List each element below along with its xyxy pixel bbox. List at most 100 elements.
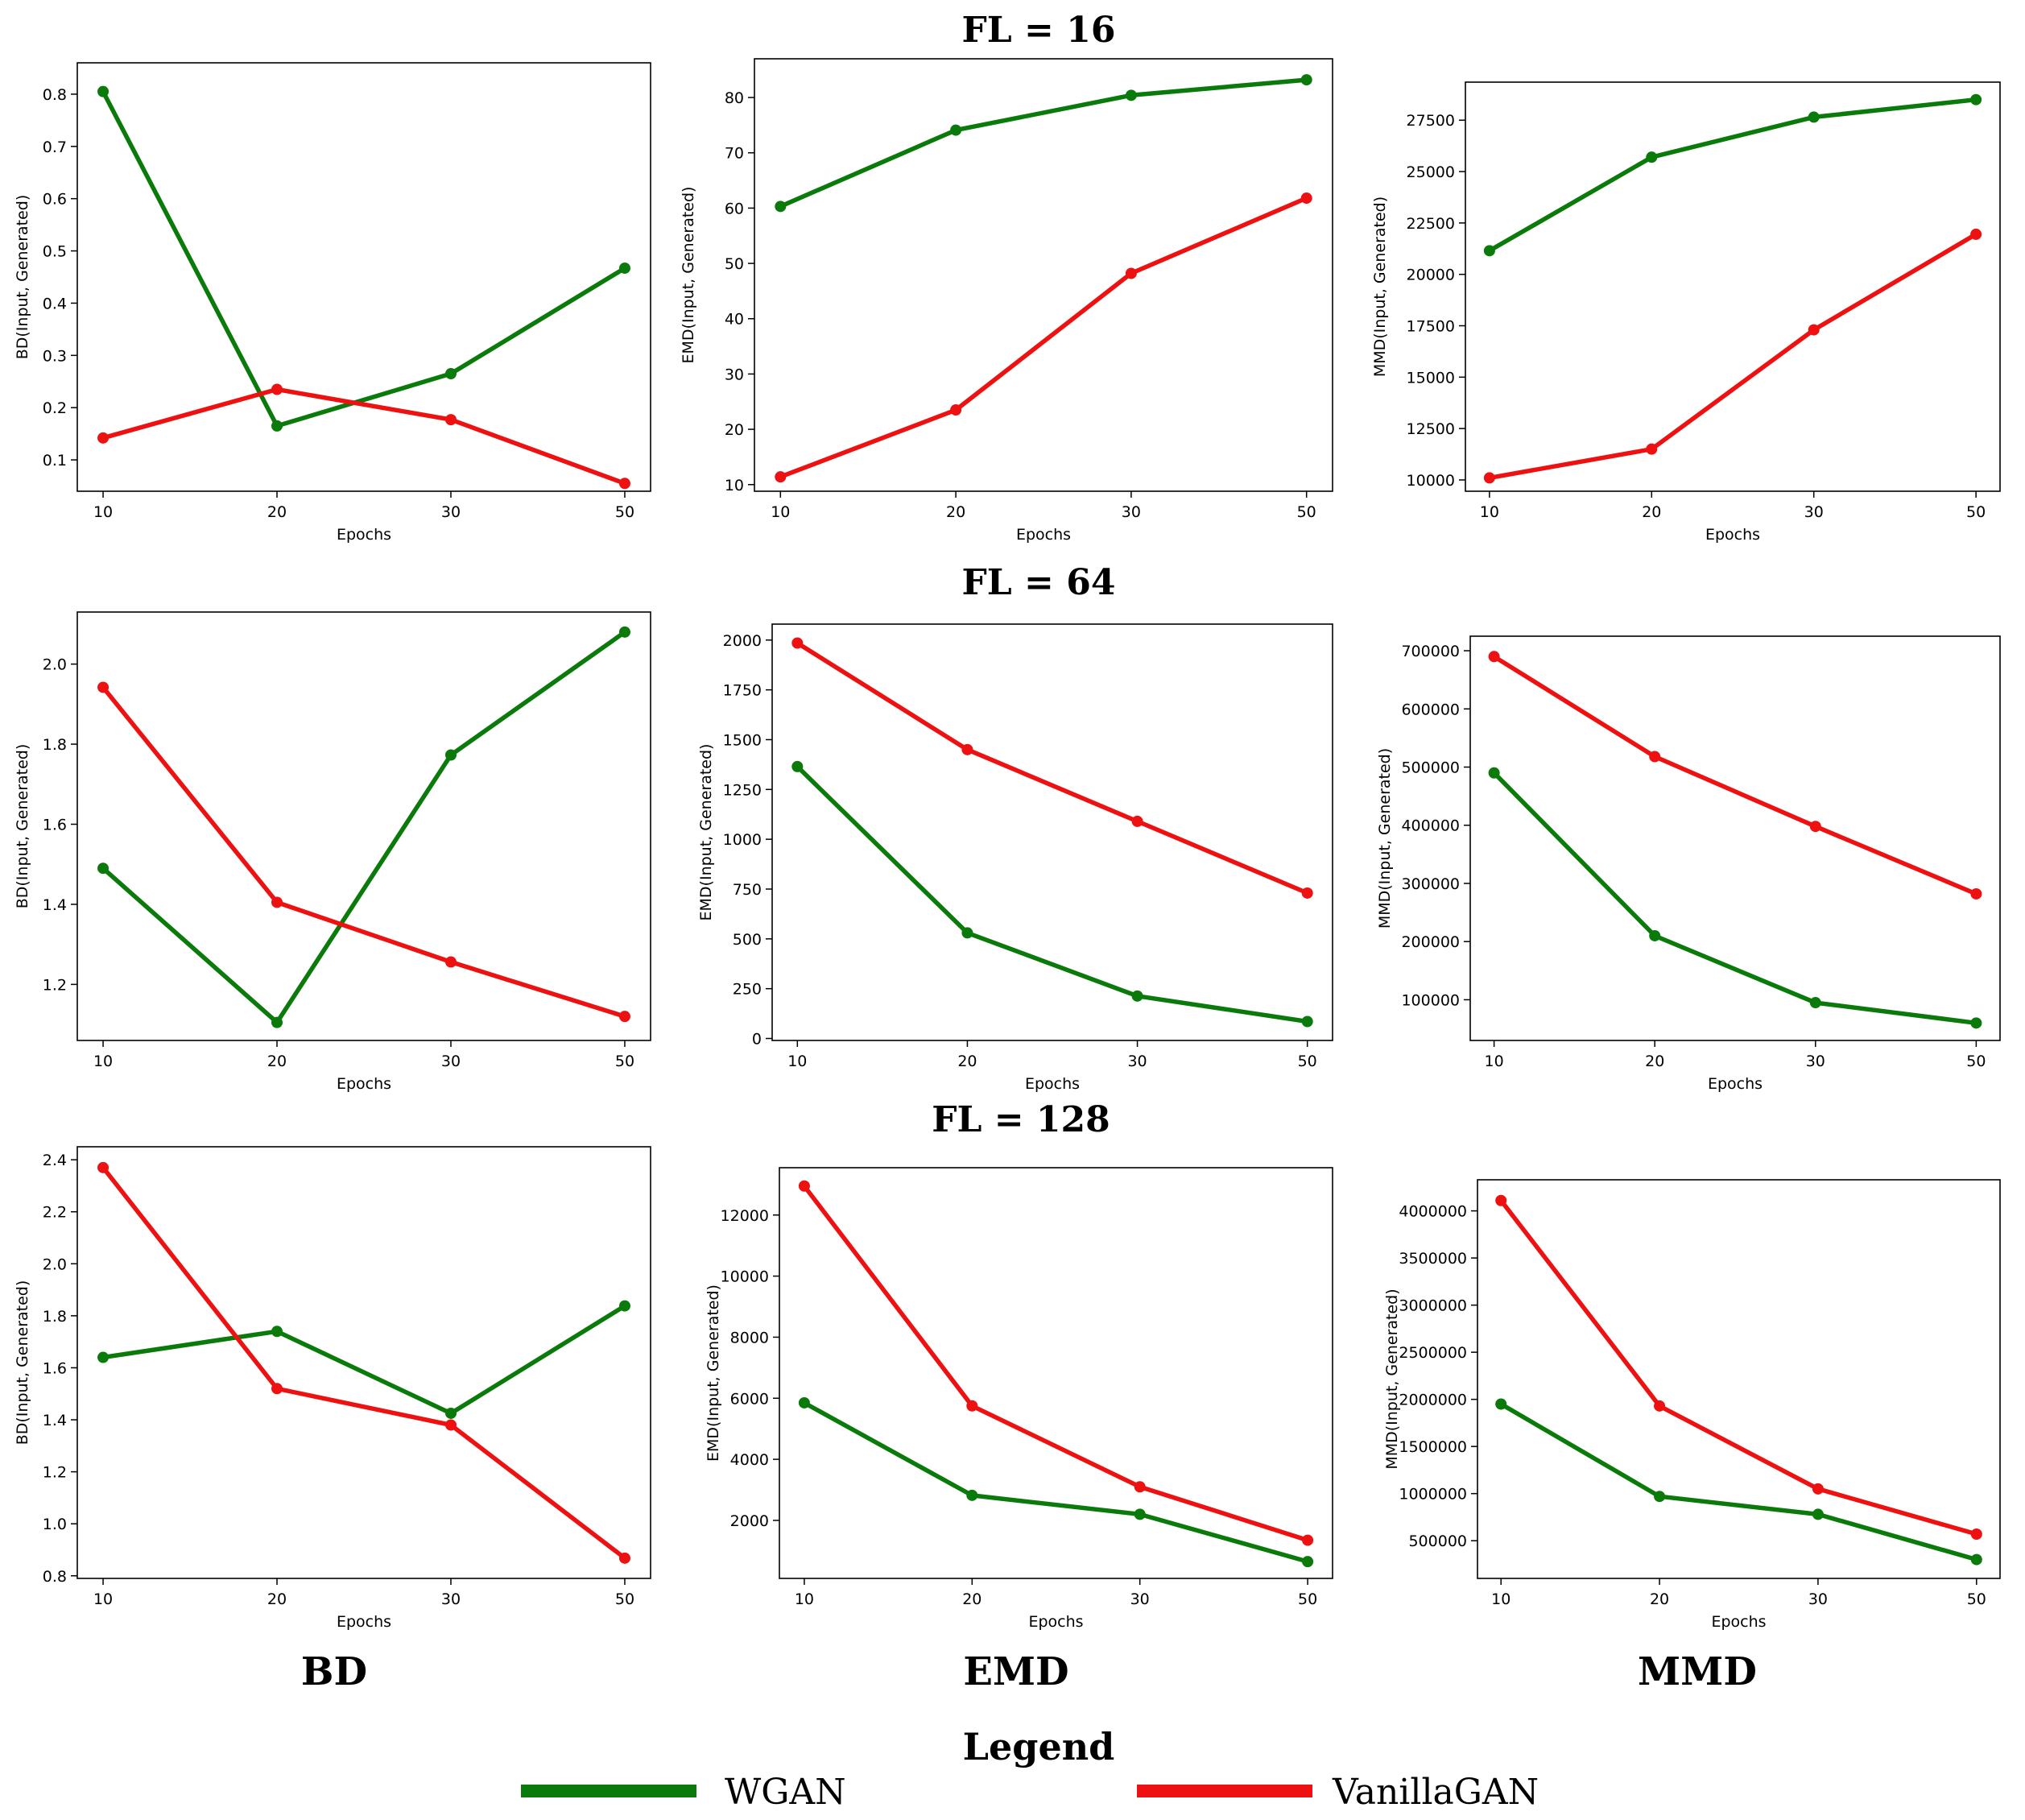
y-axis-label: BD(Input, Generated) <box>14 744 31 909</box>
y-tick-label: 250 <box>733 981 762 999</box>
x-tick-label: 30 <box>1808 1590 1828 1608</box>
y-tick-label: 0.3 <box>43 347 67 365</box>
x-tick-label: 50 <box>615 1053 634 1070</box>
plot-frame <box>1465 81 2001 492</box>
data-point-vanillagan <box>1646 443 1658 455</box>
x-axis-label: Epochs <box>1025 1075 1080 1093</box>
plot-frame <box>1477 1179 2001 1579</box>
y-tick-label: 60 <box>725 200 744 217</box>
data-point-wgan <box>775 201 787 213</box>
data-point-wgan <box>1495 1398 1507 1410</box>
series-line-vanillagan <box>1499 1199 1977 1537</box>
x-tick-label: 10 <box>93 503 113 521</box>
y-tick-label: 500000 <box>1408 1533 1467 1550</box>
chart-emd16: 10 20 30 50 10 20 30 40 50 60 70 80 Epochs EMD(Input,… <box>680 58 1333 544</box>
series-line-wgan <box>1492 771 1977 1026</box>
x-tick-label: 50 <box>615 503 634 521</box>
data-point-vanillagan <box>271 896 283 908</box>
plot-frame <box>76 611 651 1041</box>
x-tick-label: 30 <box>441 1053 461 1070</box>
y-tick-label: 3000000 <box>1399 1297 1467 1315</box>
y-tick-label: 1.4 <box>43 1412 67 1429</box>
data-point-vanillagan <box>1649 751 1661 763</box>
y-tick-label: 500 <box>733 931 762 949</box>
y-tick-label: 600000 <box>1401 701 1460 718</box>
data-point-wgan <box>1809 997 1821 1009</box>
data-point-wgan <box>1131 990 1143 1002</box>
y-tick-label: 0.8 <box>43 1568 67 1586</box>
y-tick-label: 0.1 <box>43 452 67 469</box>
legend-label-wgan: WGAN <box>725 1772 846 1813</box>
plot-frame <box>754 58 1333 492</box>
data-point-vanillagan <box>444 1419 457 1431</box>
data-point-wgan <box>1970 1017 1982 1029</box>
data-point-vanillagan <box>271 1383 283 1395</box>
y-tick-label: 1.0 <box>43 1516 67 1533</box>
legend-title: Legend <box>963 1725 1115 1768</box>
data-point-vanillagan <box>1131 815 1143 827</box>
x-axis-label: Epochs <box>1016 526 1071 544</box>
y-tick-label: 1500000 <box>1399 1438 1467 1456</box>
data-point-wgan <box>97 85 110 97</box>
x-tick-label: 50 <box>1967 1590 1986 1608</box>
data-point-wgan <box>271 1326 283 1338</box>
x-axis-label: Epochs <box>337 1613 391 1631</box>
y-tick-label: 50 <box>725 255 744 273</box>
data-point-vanillagan <box>618 478 630 490</box>
series-line-wgan <box>1499 1402 1977 1562</box>
chart-bd16: 10 20 30 50 0.1 0.2 0.3 0.4 0.5 0.6 0.7 0.8 Epochs BD… <box>14 62 651 544</box>
data-point-vanillagan <box>97 681 110 693</box>
x-tick-label: 50 <box>1298 1590 1317 1608</box>
y-tick-label: 300000 <box>1401 875 1460 893</box>
series-line-wgan <box>796 764 1308 1024</box>
charts-grid: 10 20 30 50 0.1 0.2 0.3 0.4 0.5 0.6 0.7 0.8 Epochs BD… <box>14 58 2001 1631</box>
x-tick-label: 20 <box>946 503 965 521</box>
data-point-vanillagan <box>1808 324 1820 336</box>
y-tick-label: 400000 <box>1401 817 1460 835</box>
y-axis-label: BD(Input, Generated) <box>14 1280 31 1446</box>
y-tick-label: 2.0 <box>43 656 67 674</box>
data-point-wgan <box>1649 929 1661 941</box>
data-point-vanillagan <box>444 956 457 968</box>
y-tick-label: 1750 <box>723 682 762 700</box>
x-tick-label: 50 <box>1298 1053 1317 1070</box>
y-tick-label: 17500 <box>1407 318 1455 336</box>
x-tick-label: 30 <box>1804 503 1824 521</box>
x-tick-label: 10 <box>795 1590 814 1608</box>
data-point-wgan <box>97 1351 110 1363</box>
y-tick-label: 700000 <box>1401 643 1460 660</box>
y-axis-label: MMD(Input, Generated) <box>1383 1288 1401 1469</box>
series-line-wgan <box>101 630 626 1025</box>
y-tick-label: 70 <box>725 145 744 163</box>
y-tick-label: 1.2 <box>43 1464 67 1482</box>
data-point-vanillagan <box>775 471 787 483</box>
column-title-mmd: MMD <box>1638 1649 1757 1694</box>
x-tick-label: 20 <box>1642 503 1661 521</box>
data-point-wgan <box>1483 245 1495 257</box>
data-point-wgan <box>1300 74 1312 86</box>
x-tick-label: 50 <box>1966 1053 1986 1070</box>
plot-frame <box>76 1146 651 1579</box>
x-tick-label: 20 <box>267 1053 287 1070</box>
plot-frame <box>76 62 651 492</box>
x-tick-label: 30 <box>1127 1053 1147 1070</box>
data-point-wgan <box>444 368 457 380</box>
x-tick-label: 30 <box>441 503 461 521</box>
data-point-vanillagan <box>950 404 962 416</box>
y-tick-label: 750 <box>733 881 762 899</box>
y-tick-label: 4000000 <box>1399 1203 1467 1221</box>
series-line-wgan <box>803 1400 1308 1564</box>
x-tick-label: 50 <box>1966 503 1986 521</box>
data-point-vanillagan <box>798 1180 810 1192</box>
data-point-vanillagan <box>97 1161 110 1173</box>
legend: Legend WGAN VanillaGAN <box>521 1725 1539 1813</box>
y-tick-label: 2500000 <box>1399 1344 1467 1362</box>
x-tick-label: 10 <box>1491 1590 1510 1608</box>
data-point-wgan <box>1301 1015 1313 1028</box>
series-line-vanillagan <box>101 1166 626 1560</box>
data-point-wgan <box>1970 93 1982 105</box>
y-tick-label: 8000 <box>730 1329 769 1346</box>
data-point-wgan <box>961 927 973 939</box>
y-axis-label: EMD(Input, Generated) <box>697 744 715 921</box>
